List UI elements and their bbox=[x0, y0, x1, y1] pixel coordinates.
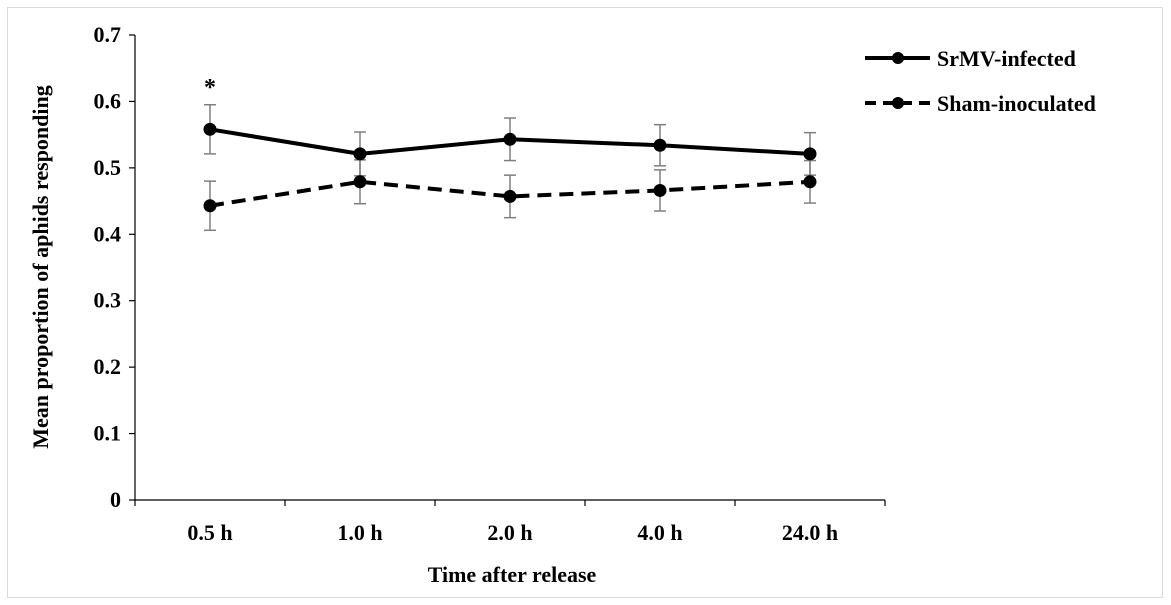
y-tick-label: 0.7 bbox=[94, 22, 122, 47]
data-point-sham-inoculated bbox=[653, 183, 667, 197]
data-point-srmv-infected bbox=[653, 138, 667, 152]
x-tick-label: 24.0 h bbox=[782, 520, 838, 545]
y-tick-label: 0.6 bbox=[94, 88, 122, 113]
data-point-srmv-infected bbox=[803, 147, 817, 161]
data-point-sham-inoculated bbox=[203, 199, 217, 213]
legend-marker-sham bbox=[892, 97, 904, 109]
data-point-sham-inoculated bbox=[503, 189, 517, 203]
legend: SrMV-infected Sham-inoculated bbox=[865, 46, 1096, 116]
legend-marker-srmv bbox=[892, 52, 904, 64]
data-point-srmv-infected bbox=[353, 147, 367, 161]
y-axis-label: Mean proportion of aphids responding bbox=[28, 85, 53, 449]
series-line-sham-inoculated bbox=[209, 179, 811, 208]
x-tick-label: 2.0 h bbox=[487, 520, 532, 545]
data-point-sham-inoculated bbox=[353, 175, 367, 189]
annotations: * bbox=[204, 75, 216, 101]
significance-marker: * bbox=[204, 75, 216, 101]
series-points bbox=[203, 122, 817, 213]
data-point-srmv-infected bbox=[503, 132, 517, 146]
y-tick-label: 0.1 bbox=[94, 421, 122, 446]
y-tick-label: 0.5 bbox=[94, 155, 122, 180]
x-axis-label: Time after release bbox=[428, 562, 597, 587]
data-point-srmv-infected bbox=[203, 122, 217, 136]
legend-label-sham: Sham-inoculated bbox=[937, 91, 1096, 116]
y-tick-label: 0.4 bbox=[94, 221, 122, 246]
x-tick-label: 4.0 h bbox=[637, 520, 682, 545]
y-tick-label: 0.3 bbox=[94, 288, 122, 313]
error-bars bbox=[204, 104, 816, 232]
data-point-sham-inoculated bbox=[803, 175, 817, 189]
x-tick-label: 1.0 h bbox=[337, 520, 382, 545]
legend-item-srmv: SrMV-infected bbox=[865, 46, 1076, 71]
legend-item-sham: Sham-inoculated bbox=[865, 91, 1096, 116]
legend-label-srmv: SrMV-infected bbox=[937, 46, 1076, 71]
y-tick-label: 0 bbox=[110, 487, 121, 512]
x-tick-label: 0.5 h bbox=[187, 520, 232, 545]
y-tick-label: 0.2 bbox=[94, 354, 122, 379]
axes: 0 0.1 0.2 0.3 0.4 0.5 0.6 0.7 0.5 h 1.0 h 2.0 h 4.0… bbox=[94, 22, 886, 545]
chart-frame bbox=[7, 7, 1163, 598]
